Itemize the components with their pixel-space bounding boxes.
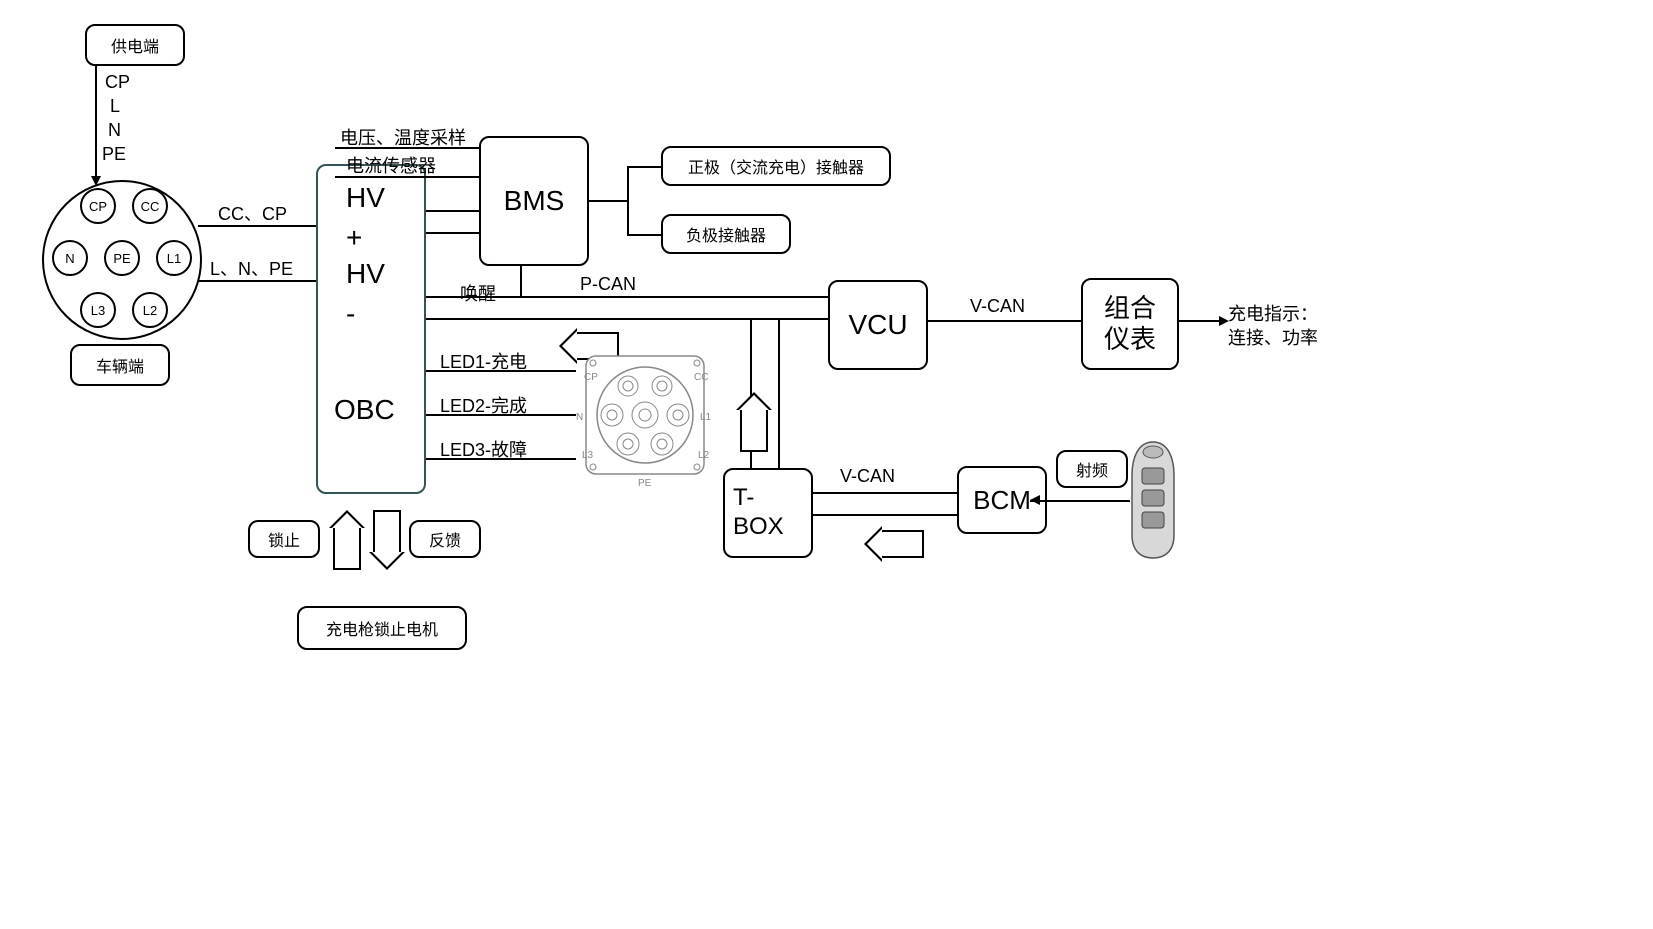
socket-pe: PE <box>638 478 651 489</box>
pin-cp: CP <box>80 188 116 224</box>
vcan2-bot <box>813 514 957 516</box>
keyfob-arrowhead <box>1030 495 1040 505</box>
supply-to-connector-line <box>95 66 97 176</box>
cc-cp-label: CC、CP <box>218 200 287 226</box>
socket-cc: CC <box>694 372 708 383</box>
current-label: 电流传感器 <box>346 152 436 178</box>
obc-minus: - <box>346 294 355 333</box>
pe-label: PE <box>102 144 126 165</box>
bms-split-v <box>627 166 629 234</box>
arrow-up-icon <box>740 408 768 452</box>
tbox-up-r <box>778 318 780 468</box>
charge-ind1: 充电指示： <box>1228 300 1318 326</box>
pcan-line-top <box>426 296 828 298</box>
bms-out-line <box>589 200 629 202</box>
led2-label: LED2-完成 <box>440 392 527 418</box>
feedback-box: 反馈 <box>409 520 481 558</box>
vcu-box: VCU <box>828 280 928 370</box>
bms-label: BMS <box>504 185 565 217</box>
feedback-label: 反馈 <box>429 527 461 551</box>
lock-label: 锁止 <box>268 527 300 551</box>
tbox-label2: BOX <box>733 513 784 542</box>
arrow-left2-icon <box>880 530 924 558</box>
tbox-label1: T- <box>733 484 754 513</box>
vehicle-end-box: 车辆端 <box>70 344 170 386</box>
vehicle-end-label: 车辆端 <box>96 353 144 377</box>
pin-n: N <box>52 240 88 276</box>
cp-label: CP <box>105 72 130 93</box>
cluster-label2: 仪表 <box>1104 324 1156 355</box>
vcan2-top <box>813 492 957 494</box>
obc-label: OBC <box>334 390 395 429</box>
bms-down-line <box>520 266 522 296</box>
pin-pe: PE <box>104 240 140 276</box>
power-supply-box: 供电端 <box>85 24 185 66</box>
cluster-out-line <box>1179 320 1219 322</box>
rf-box: 射频 <box>1056 450 1128 488</box>
feedback-arrow-icon <box>373 510 401 554</box>
to-neg-contactor <box>627 234 661 236</box>
volt-temp-label: 电压、温度采样 <box>340 124 466 150</box>
pin-cc: CC <box>132 188 168 224</box>
n-label: N <box>108 120 121 141</box>
socket-icon <box>580 350 710 480</box>
cluster-label1: 组合 <box>1104 293 1156 324</box>
obc-hv-minus: HV <box>346 254 385 293</box>
socket-n: N <box>576 412 583 423</box>
wake-label: 唤醒 <box>460 280 496 306</box>
vcan1-line <box>928 320 1081 322</box>
power-supply-label: 供电端 <box>111 33 159 57</box>
led1-label: LED1-充电 <box>440 348 527 374</box>
neg-contactor-box: 负极接触器 <box>661 214 791 254</box>
obc-hv-plus: HV <box>346 178 385 217</box>
obc-bms-line2 <box>426 232 479 234</box>
pcan-label: P-CAN <box>580 274 636 295</box>
charge-ind2: 连接、功率 <box>1228 324 1318 350</box>
vcan1-label: V-CAN <box>970 296 1025 317</box>
lock-motor-label: 充电枪锁止电机 <box>326 616 438 640</box>
lock-arrow-icon <box>333 526 361 570</box>
pin-l2: L2 <box>132 292 168 328</box>
lnpe-label: L、N、PE <box>210 255 293 281</box>
pos-contactor-label: 正极（交流充电）接触器 <box>688 154 864 178</box>
pcan-line-bot <box>426 318 828 320</box>
bcm-label: BCM <box>973 485 1031 516</box>
socket-l1: L1 <box>700 412 711 423</box>
keyfob-icon <box>1128 440 1178 560</box>
socket-l3: L3 <box>582 450 593 461</box>
led3-label: LED3-故障 <box>440 436 527 462</box>
pin-l3: L3 <box>80 292 116 328</box>
obc-bms-line1 <box>426 210 479 212</box>
bms-box: BMS <box>479 136 589 266</box>
tbox-box: T- BOX <box>723 468 813 558</box>
neg-contactor-label: 负极接触器 <box>686 222 766 246</box>
lock-box: 锁止 <box>248 520 320 558</box>
obc-plus: + <box>346 218 362 257</box>
socket-cp: CP <box>584 372 598 383</box>
cluster-box: 组合 仪表 <box>1081 278 1179 370</box>
vcan2-label: V-CAN <box>840 466 895 487</box>
rf-label: 射频 <box>1076 457 1108 481</box>
pin-l1: L1 <box>156 240 192 276</box>
socket-l2: L2 <box>698 450 709 461</box>
l-label: L <box>110 96 120 117</box>
to-pos-contactor <box>627 166 661 168</box>
keyfob-line <box>1030 500 1130 502</box>
lock-motor-box: 充电枪锁止电机 <box>297 606 467 650</box>
vcu-label: VCU <box>848 309 907 341</box>
pos-contactor-box: 正极（交流充电）接触器 <box>661 146 891 186</box>
